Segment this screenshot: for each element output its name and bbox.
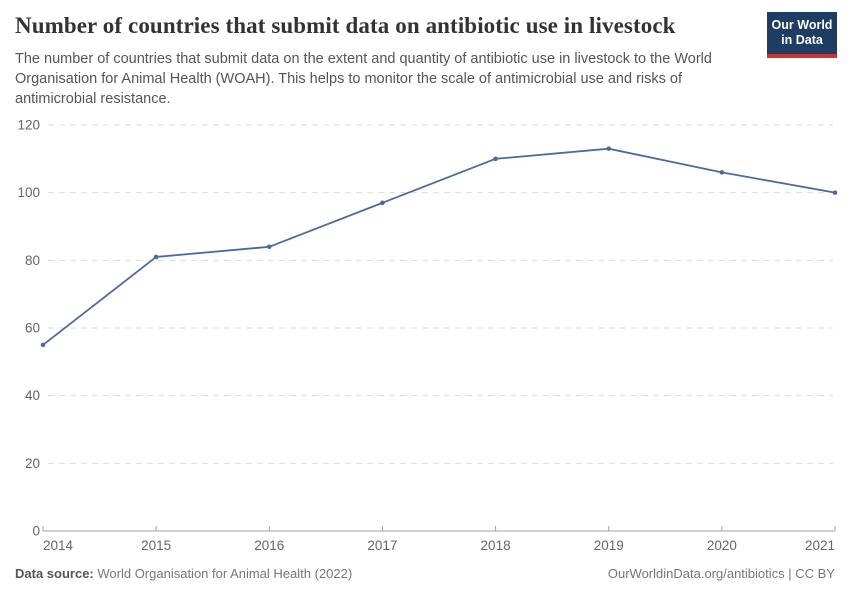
data-point[interactable] [153,254,159,260]
x-axis-tick-label: 2017 [367,538,397,553]
data-series-line [42,147,836,346]
x-axis-tick-label: 2015 [141,538,171,553]
line-chart: 0 20 40 60 80 100 120 2014 2015 2016 2017 2018 2019 2… [17,118,838,553]
y-axis-tick-label: 120 [17,118,40,133]
y-axis-tick-label: 80 [25,253,40,268]
y-axis-tick-label: 20 [25,456,40,471]
page-title: Number of countries that submit data on … [15,13,676,38]
owid-logo-line2: in Data [781,33,823,48]
x-axis-tick-label: 2016 [254,538,284,553]
data-point[interactable] [719,170,725,175]
x-axis-tick-label: 2020 [707,538,737,553]
data-point[interactable] [832,190,838,195]
y-axis-tick-label: 60 [25,321,40,336]
x-axis-tick-label: 2021 [805,538,835,553]
y-axis-tick-label: 40 [25,388,40,403]
chart-footer: Data source: World Organisation for Anim… [15,566,835,581]
credit-link[interactable]: OurWorldinData.org/antibiotics | CC BY [607,566,835,581]
data-source-value: World Organisation for Animal Health (20… [97,566,353,581]
data-point[interactable] [493,156,498,162]
y-axis-tick-label: 100 [17,185,40,200]
owid-logo[interactable]: Our World in Data [767,12,837,58]
data-source: Data source: World Organisation for Anim… [15,566,352,581]
data-point[interactable] [380,200,385,206]
data-point[interactable] [40,342,46,348]
x-axis-tick-label: 2019 [594,538,624,553]
data-point[interactable] [266,244,272,250]
x-axis-tick-label: 2018 [481,538,511,553]
data-point[interactable] [606,146,612,151]
x-axis-tick-label: 2014 [43,538,74,553]
y-axis-tick-label: 0 [32,524,40,539]
owid-logo-line1: Our World [771,18,833,32]
data-source-label: Data source: [15,566,94,581]
chart-subtitle: The number of countries that submit data… [15,51,712,107]
